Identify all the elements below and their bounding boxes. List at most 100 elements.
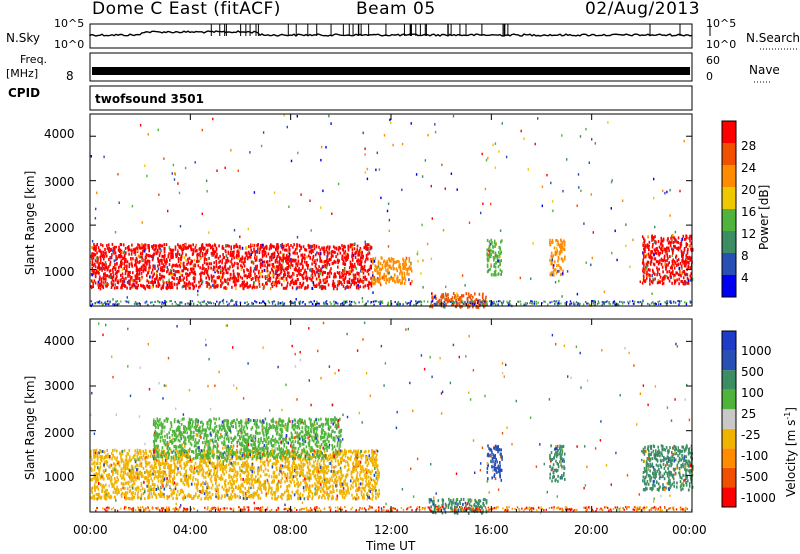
power-scatter-cell [359, 262, 362, 266]
power-scatter-cell [324, 271, 326, 274]
power-scatter-cell [187, 261, 190, 265]
power-scatter-cell [251, 251, 254, 254]
power-scatter-cell [431, 292, 433, 296]
velocity-scatter-cell [126, 491, 129, 495]
power-scatter-cell [115, 258, 117, 262]
power-scatter-cell [310, 248, 313, 252]
power-scatter-cell [675, 254, 678, 258]
power-scatter-cell [172, 276, 175, 280]
power-scatter-cell [656, 266, 658, 270]
power-scatter-cell [233, 272, 235, 276]
velocity-scatter-cell [93, 497, 95, 501]
power-scatter-cell [135, 277, 138, 281]
power-scatter-cell [291, 286, 294, 290]
power-scatter-cell [296, 251, 298, 255]
power-nearrange-cell [90, 300, 93, 303]
power-noise-cell [541, 204, 543, 208]
velocity-scatter-cell [369, 476, 372, 480]
power-scatter-cell [246, 268, 248, 272]
power-scatter-cell [551, 240, 554, 244]
power-noise-cell [594, 142, 596, 145]
power-scatter-cell [100, 252, 103, 256]
power-scatter-cell [317, 272, 320, 276]
power-scatter-cell [448, 299, 451, 303]
power-scatter-cell [189, 282, 192, 286]
power-scatter-cell [386, 278, 388, 282]
power-scatter-cell [248, 245, 250, 249]
power-scatter-cell [160, 287, 163, 291]
power-scatter-cell [134, 263, 136, 267]
velocity-scatter-cell [152, 472, 154, 476]
power-scatter-cell [188, 244, 190, 248]
power-scatter-cell [677, 248, 680, 252]
power-scatter-cell [145, 268, 147, 272]
power-scatter-cell [192, 264, 195, 268]
power-scatter-cell [106, 268, 109, 272]
power-scatter-cell [235, 279, 238, 283]
power-noise-cell [632, 238, 634, 242]
power-scatter-cell [194, 270, 196, 274]
power-scatter-cell [266, 260, 269, 264]
power-nearrange-cell [450, 301, 452, 303]
power-scatter-cell [642, 270, 645, 274]
power-scatter-cell [224, 279, 226, 283]
power-scatter-cell [653, 263, 656, 267]
power-scatter-cell [337, 265, 339, 269]
velocity-scatter-cell [342, 487, 345, 491]
power-scatter-cell [97, 256, 99, 260]
power-scatter-cell [398, 265, 400, 269]
power-nearrange-cell [670, 302, 672, 304]
power-scatter-cell [163, 251, 166, 255]
power-nearrange-cell [164, 300, 166, 302]
power-scatter-cell [332, 287, 335, 291]
velocity-scatter-cell [322, 488, 325, 492]
power-nearrange-cell [609, 303, 611, 306]
power-scatter-cell [649, 261, 652, 265]
power-scatter-cell [354, 277, 356, 281]
velocity-scatter-cell [144, 476, 146, 480]
velocity-scatter-cell [127, 452, 130, 456]
power-scatter-cell [347, 246, 350, 250]
power-scatter-cell [276, 276, 279, 279]
power-scatter-cell [154, 280, 156, 284]
power-scatter-cell [277, 252, 280, 256]
velocity-scatter-cell [215, 494, 217, 498]
power-nearrange-cell [668, 300, 671, 303]
power-noise-cell [665, 274, 668, 278]
power-nearrange-cell [684, 301, 686, 304]
power-scatter-cell [115, 276, 118, 280]
power-scatter-cell [385, 281, 387, 285]
power-nearrange-cell [380, 301, 383, 304]
power-scatter-cell [339, 274, 341, 278]
velocity-scatter-cell [336, 454, 339, 458]
power-noise-cell [481, 152, 483, 156]
velocity-scatter-cell [276, 496, 278, 500]
velocity-scatter-cell [208, 472, 211, 476]
velocity-scatter-cell [343, 459, 345, 462]
power-scatter-cell [405, 256, 408, 260]
velocity-scatter-cell [318, 471, 321, 474]
power-scatter-cell [255, 274, 258, 278]
velocity-scatter-cell [232, 479, 234, 483]
power-scatter-cell [402, 277, 405, 281]
power-scatter-cell [94, 281, 97, 285]
power-scatter-cell [689, 278, 692, 282]
velocity-scatter-cell [202, 481, 204, 485]
power-scatter-cell [648, 240, 651, 244]
power-nearrange-cell [570, 302, 573, 305]
velocity-scatter-cell [98, 451, 100, 455]
velocity-scatter-cell [376, 458, 378, 462]
power-scatter-cell [227, 250, 230, 254]
power-noise-cell [488, 269, 490, 272]
velocity-scatter-cell [324, 490, 326, 494]
power-scatter-cell [242, 286, 244, 290]
power-scatter-cell [259, 265, 262, 269]
power-scatter-cell [161, 261, 163, 265]
velocity-scatter-cell [207, 464, 209, 468]
power-scatter-cell [495, 242, 497, 246]
power-nearrange-cell [601, 303, 603, 306]
power-nearrange-cell [316, 300, 318, 303]
power-scatter-cell [342, 259, 345, 263]
velocity-scatter-cell [155, 493, 157, 497]
velocity-scatter-cell [170, 463, 173, 467]
